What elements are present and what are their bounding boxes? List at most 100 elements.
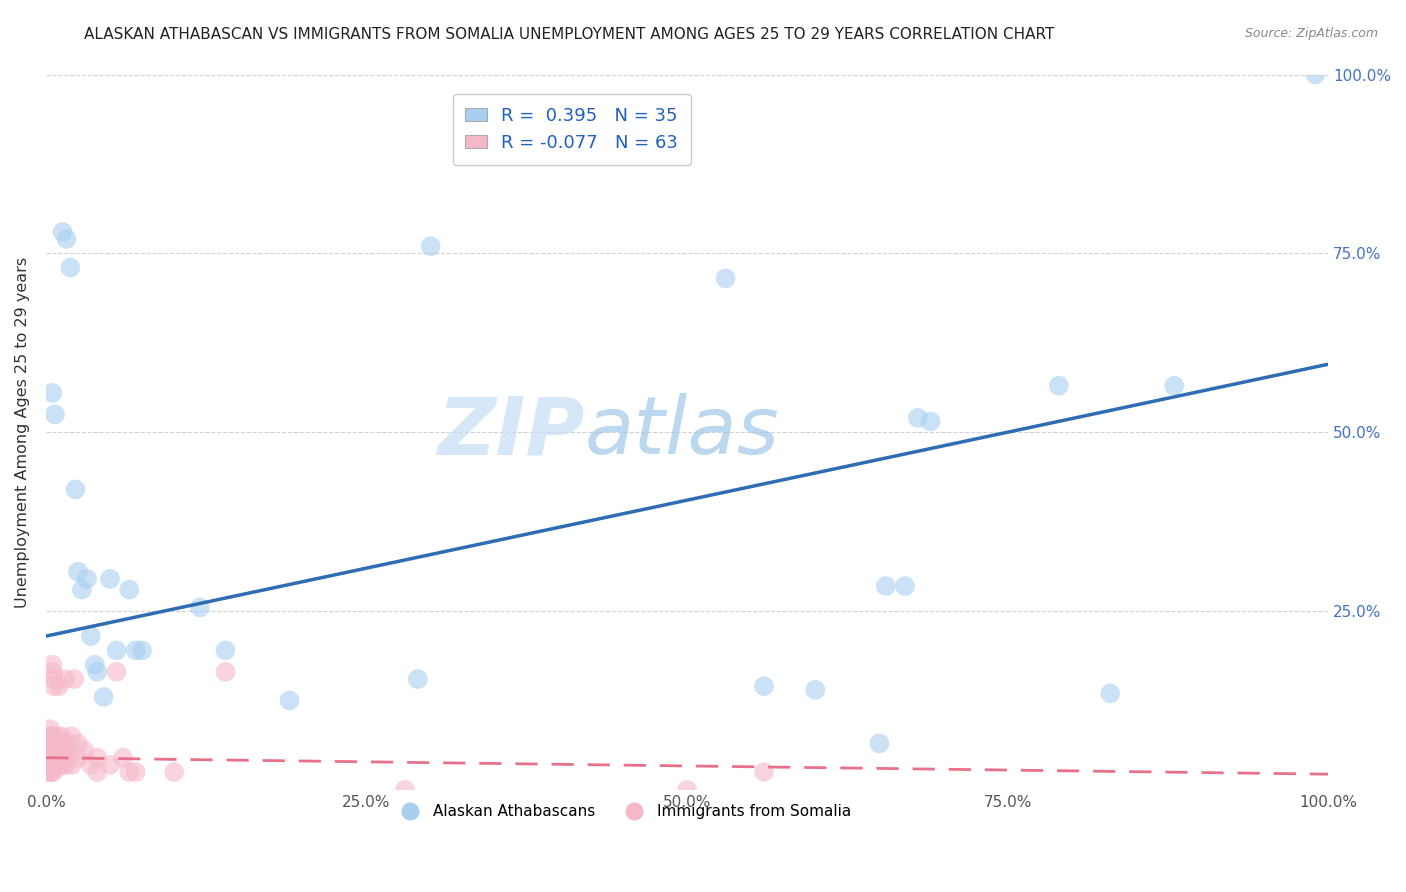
Point: [105, 643, 128, 657]
Point: [752, 679, 775, 693]
Point: [45, 750, 67, 764]
Point: [42, 679, 65, 693]
Point: [51, 729, 73, 743]
Point: [52, 743, 75, 757]
Point: [63, 672, 86, 686]
Point: [188, 600, 211, 615]
Point: [920, 415, 942, 429]
Point: [44, 407, 66, 421]
Point: [38, 743, 60, 757]
Point: [39, 750, 62, 764]
Point: [38, 757, 60, 772]
Point: [39, 736, 62, 750]
Point: [38, 736, 60, 750]
Point: [39, 729, 62, 743]
Point: [714, 271, 737, 285]
Point: [80, 629, 103, 643]
Point: [38, 750, 60, 764]
Point: [42, 736, 65, 750]
Point: [37, 743, 59, 757]
Point: [118, 582, 141, 597]
Point: [676, 783, 699, 797]
Point: [38, 722, 60, 736]
Point: [278, 693, 301, 707]
Point: [1047, 378, 1070, 392]
Point: [35, 750, 58, 764]
Point: [80, 757, 103, 772]
Point: [56, 750, 79, 764]
Point: [214, 643, 236, 657]
Legend: Alaskan Athabascans, Immigrants from Somalia: Alaskan Athabascans, Immigrants from Som…: [389, 798, 858, 825]
Point: [52, 225, 75, 239]
Point: [41, 757, 63, 772]
Point: [41, 665, 63, 679]
Point: [86, 764, 108, 779]
Point: [419, 239, 441, 253]
Point: [42, 764, 65, 779]
Text: ZIP: ZIP: [437, 393, 585, 471]
Point: [59, 260, 82, 275]
Point: [58, 736, 80, 750]
Point: [98, 757, 121, 772]
Point: [73, 743, 96, 757]
Point: [125, 643, 148, 657]
Point: [1305, 68, 1327, 82]
Text: atlas: atlas: [585, 393, 779, 471]
Point: [52, 736, 75, 750]
Point: [70, 582, 93, 597]
Point: [894, 579, 917, 593]
Point: [48, 757, 70, 772]
Point: [76, 572, 98, 586]
Point: [44, 736, 66, 750]
Point: [38, 729, 60, 743]
Point: [55, 743, 77, 757]
Point: [105, 665, 128, 679]
Point: [44, 757, 66, 772]
Point: [42, 750, 65, 764]
Point: [163, 764, 186, 779]
Point: [1163, 378, 1185, 392]
Point: [52, 757, 75, 772]
Point: [48, 743, 70, 757]
Point: [66, 736, 89, 750]
Point: [394, 783, 416, 797]
Text: ALASKAN ATHABASCAN VS IMMIGRANTS FROM SOMALIA UNEMPLOYMENT AMONG AGES 25 TO 29 Y: ALASKAN ATHABASCAN VS IMMIGRANTS FROM SO…: [84, 27, 1054, 42]
Point: [66, 750, 89, 764]
Point: [51, 750, 73, 764]
Point: [60, 757, 83, 772]
Point: [53, 757, 76, 772]
Point: [111, 750, 134, 764]
Point: [37, 764, 59, 779]
Point: [46, 743, 69, 757]
Point: [86, 750, 108, 764]
Point: [752, 764, 775, 779]
Point: [214, 665, 236, 679]
Point: [131, 643, 153, 657]
Point: [804, 682, 827, 697]
Point: [38, 764, 60, 779]
Point: [86, 665, 108, 679]
Point: [55, 232, 77, 246]
Point: [49, 736, 72, 750]
Point: [875, 579, 897, 593]
Y-axis label: Unemployment Among Ages 25 to 29 years: Unemployment Among Ages 25 to 29 years: [15, 257, 30, 607]
Point: [46, 757, 69, 772]
Point: [39, 764, 62, 779]
Point: [41, 729, 63, 743]
Point: [53, 672, 76, 686]
Point: [41, 657, 63, 672]
Point: [83, 657, 105, 672]
Point: [41, 743, 63, 757]
Point: [118, 764, 141, 779]
Point: [1099, 686, 1122, 700]
Text: Source: ZipAtlas.com: Source: ZipAtlas.com: [1244, 27, 1378, 40]
Point: [41, 385, 63, 400]
Point: [125, 764, 148, 779]
Point: [65, 483, 87, 497]
Point: [60, 729, 83, 743]
Point: [66, 565, 89, 579]
Point: [406, 672, 429, 686]
Point: [907, 411, 929, 425]
Point: [98, 572, 121, 586]
Point: [45, 729, 67, 743]
